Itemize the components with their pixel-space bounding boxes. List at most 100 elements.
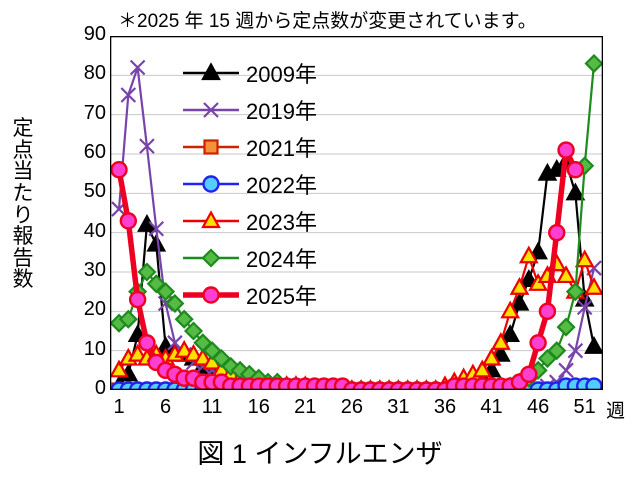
data-point-triangle [146, 233, 167, 252]
y-axis-title-char: 定 [12, 117, 34, 140]
data-point-triangle [509, 276, 530, 295]
x-axis-tick-label: 6 [160, 396, 172, 418]
data-point-diamond [156, 282, 176, 302]
data-point-cross [148, 220, 165, 237]
data-point-cross [167, 335, 183, 351]
data-point-diamond [584, 53, 603, 74]
series-2025年 [110, 141, 585, 390]
data-point-cross [203, 101, 219, 118]
x-axis-tick-label: 36 [433, 396, 457, 418]
legend-item[interactable]: 2025年 [180, 276, 370, 313]
data-point-circle [110, 161, 128, 179]
data-point-diamond [174, 309, 194, 329]
y-axis-tick-label: 80 [83, 62, 106, 85]
chart-svg [110, 36, 603, 390]
data-point-diamond [183, 321, 204, 341]
data-point-triangle [500, 324, 521, 343]
legend-item[interactable]: 2019年 [180, 91, 370, 128]
x-axis-tick-label: 21 [294, 396, 317, 418]
legend-marker-triangle-icon [183, 209, 239, 228]
data-point-cross [558, 362, 574, 379]
plot-area [110, 36, 603, 390]
legend-marker-circle-icon [183, 285, 239, 304]
y-axis-tick-label: 40 [83, 219, 106, 242]
legend-label: 2009年 [246, 61, 317, 87]
x-axis-tick-label: 41 [480, 396, 503, 418]
data-point-triangle [481, 347, 502, 366]
chart-legend: 2009年 2019年 2021年 2022年 2023年 2024年 2025年 [180, 54, 370, 313]
data-point-circle [202, 174, 220, 193]
data-point-circle [585, 377, 603, 390]
y-axis-title-char: た [12, 181, 34, 205]
data-point-circle [548, 223, 566, 242]
data-point-diamond [118, 309, 138, 329]
y-axis-tick-label: 60 [83, 141, 106, 163]
y-axis-tick-label: 50 [83, 180, 106, 203]
data-point-circle [538, 302, 557, 321]
data-point-circle [520, 365, 538, 383]
y-axis-title-char: り [12, 203, 34, 227]
chart-annotation: ＊2025 年 15 週から定点数が変更されています。 [118, 11, 537, 32]
legend-item[interactable]: 2021年 [180, 128, 370, 165]
legend-label: 2019年 [246, 98, 317, 124]
data-point-cross [120, 87, 137, 103]
legend-marker-circle-icon [183, 174, 239, 193]
y-axis-title-char: 当 [12, 160, 34, 184]
legend-item[interactable]: 2022年 [180, 165, 370, 202]
legend-marker-cross-icon [183, 101, 239, 118]
data-point-triangle [183, 343, 204, 362]
y-axis-tick-label: 20 [83, 298, 106, 321]
y-axis-title-char: 点 [12, 138, 34, 162]
data-point-triangle [518, 269, 539, 287]
legend-item[interactable]: 2024年 [180, 239, 370, 276]
x-axis-tick-label: 51 [573, 396, 596, 418]
figure-title: 図 1 インフルエンザ [197, 439, 443, 469]
data-point-triangle [500, 300, 521, 319]
data-point-triangle [201, 209, 221, 228]
data-point-circle [557, 141, 575, 159]
data-point-triangle [584, 276, 603, 295]
y-axis-title-char: 告 [12, 246, 34, 270]
data-point-triangle [192, 347, 213, 366]
data-point-triangle [509, 292, 530, 311]
legend-marker-diamond-icon [183, 247, 239, 268]
y-axis-title-char: 数 [12, 268, 34, 292]
data-point-diamond [201, 247, 221, 268]
legend-label: 2025年 [246, 283, 317, 309]
data-point-diamond [565, 282, 585, 302]
data-point-circle [202, 285, 220, 304]
data-point-triangle [490, 343, 511, 362]
x-axis-unit-label: 週 [606, 401, 626, 422]
data-point-triangle [472, 359, 493, 378]
x-axis-tick-label: 46 [526, 396, 550, 418]
data-point-circle [128, 290, 147, 309]
data-point-circle [138, 334, 156, 352]
data-point-diamond [547, 341, 567, 361]
x-axis-tick-label: 31 [387, 396, 410, 418]
y-axis-ticks: 0 10 20 30 40 50 60 70 80 90 [40, 0, 106, 478]
data-point-cross [129, 59, 146, 76]
data-point-cross [567, 342, 584, 359]
legend-marker-square-icon [183, 138, 239, 155]
legend-label: 2023年 [246, 209, 317, 235]
x-axis-tick-label: 1 [113, 396, 125, 418]
data-point-cross [576, 299, 593, 316]
y-axis-tick-label: 30 [83, 259, 106, 281]
data-point-cross [139, 138, 155, 154]
x-axis-tick-label: 11 [201, 396, 223, 418]
y-axis-tick-label: 0 [94, 377, 106, 399]
data-point-circle [566, 161, 585, 179]
data-point-diamond [165, 293, 185, 314]
y-axis-title: 定点当たり報告数 [6, 118, 40, 291]
plot-border [110, 36, 603, 390]
data-point-circle [119, 212, 138, 230]
legend-item[interactable]: 2023年 [180, 202, 370, 239]
data-point-circle [529, 334, 547, 352]
data-point-diamond [556, 317, 576, 337]
legend-label: 2021年 [246, 135, 317, 161]
data-point-triangle [518, 245, 539, 264]
legend-item[interactable]: 2009年 [180, 54, 370, 91]
y-axis-tick-label: 10 [83, 337, 106, 360]
data-point-triangle [574, 249, 595, 268]
data-point-triangle [127, 343, 148, 362]
